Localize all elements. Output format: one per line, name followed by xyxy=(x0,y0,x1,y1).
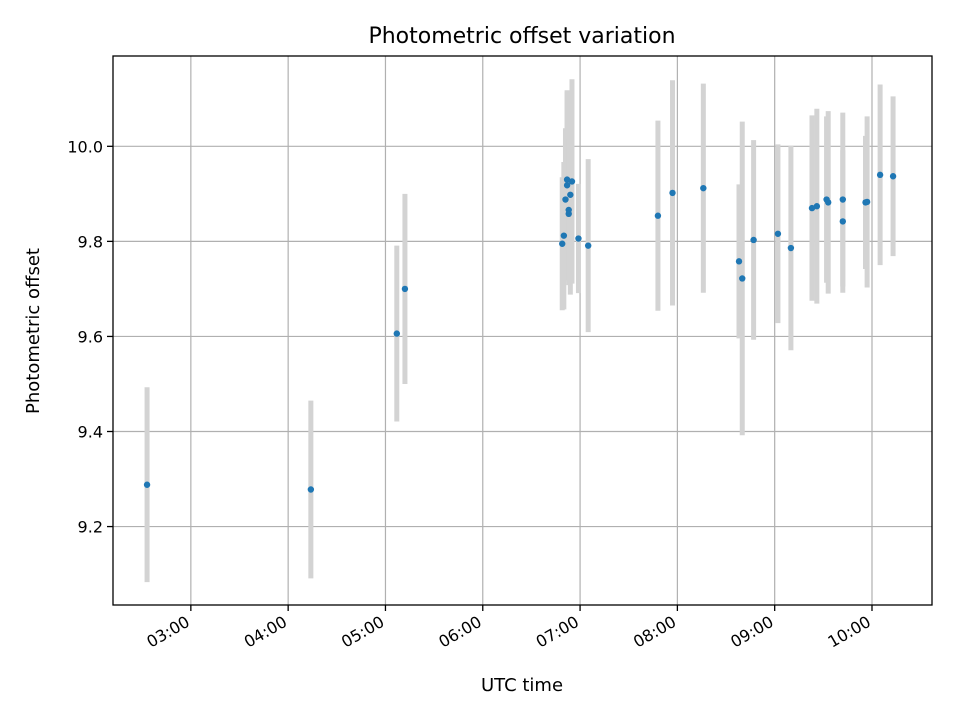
data-point xyxy=(401,285,409,293)
data-point xyxy=(393,330,401,337)
data-point xyxy=(307,486,315,493)
grid-lines xyxy=(113,56,932,605)
data-point xyxy=(575,235,582,242)
data-point xyxy=(559,240,566,247)
data-points xyxy=(143,171,897,493)
data-point xyxy=(808,204,816,212)
data-point xyxy=(565,206,572,214)
y-axis-label: Photometric offset xyxy=(23,248,44,414)
data-point xyxy=(876,171,884,179)
y-tick-label: 9.4 xyxy=(78,423,103,442)
x-axis-label: UTC time xyxy=(481,675,563,696)
data-point xyxy=(562,196,569,203)
data-point xyxy=(889,173,897,180)
data-point xyxy=(739,275,746,282)
data-point xyxy=(825,199,832,206)
data-point xyxy=(567,191,574,198)
data-point xyxy=(563,182,571,189)
data-point xyxy=(813,203,821,210)
data-point xyxy=(568,178,576,185)
data-point xyxy=(774,230,782,237)
y-tick-label: 10.0 xyxy=(67,137,103,156)
y-tick-label: 9.6 xyxy=(78,327,103,346)
data-point xyxy=(654,212,662,219)
data-point xyxy=(584,242,592,249)
data-point xyxy=(669,189,676,197)
data-point xyxy=(863,198,871,206)
plot-frame xyxy=(112,55,933,606)
data-point xyxy=(839,218,847,225)
y-axis-ticks: 9.2 9.4 9.6 9.8 10.0 xyxy=(67,137,113,537)
data-point xyxy=(735,258,743,265)
chart-title: Photometric offset variation xyxy=(368,24,675,49)
data-point xyxy=(787,244,795,252)
y-tick-label: 9.8 xyxy=(78,232,103,251)
data-point xyxy=(750,236,757,244)
data-point xyxy=(839,196,847,203)
data-point xyxy=(563,176,571,183)
y-tick-label: 9.2 xyxy=(78,518,103,537)
data-point xyxy=(700,184,707,192)
data-point xyxy=(143,481,151,488)
data-point xyxy=(560,232,568,239)
